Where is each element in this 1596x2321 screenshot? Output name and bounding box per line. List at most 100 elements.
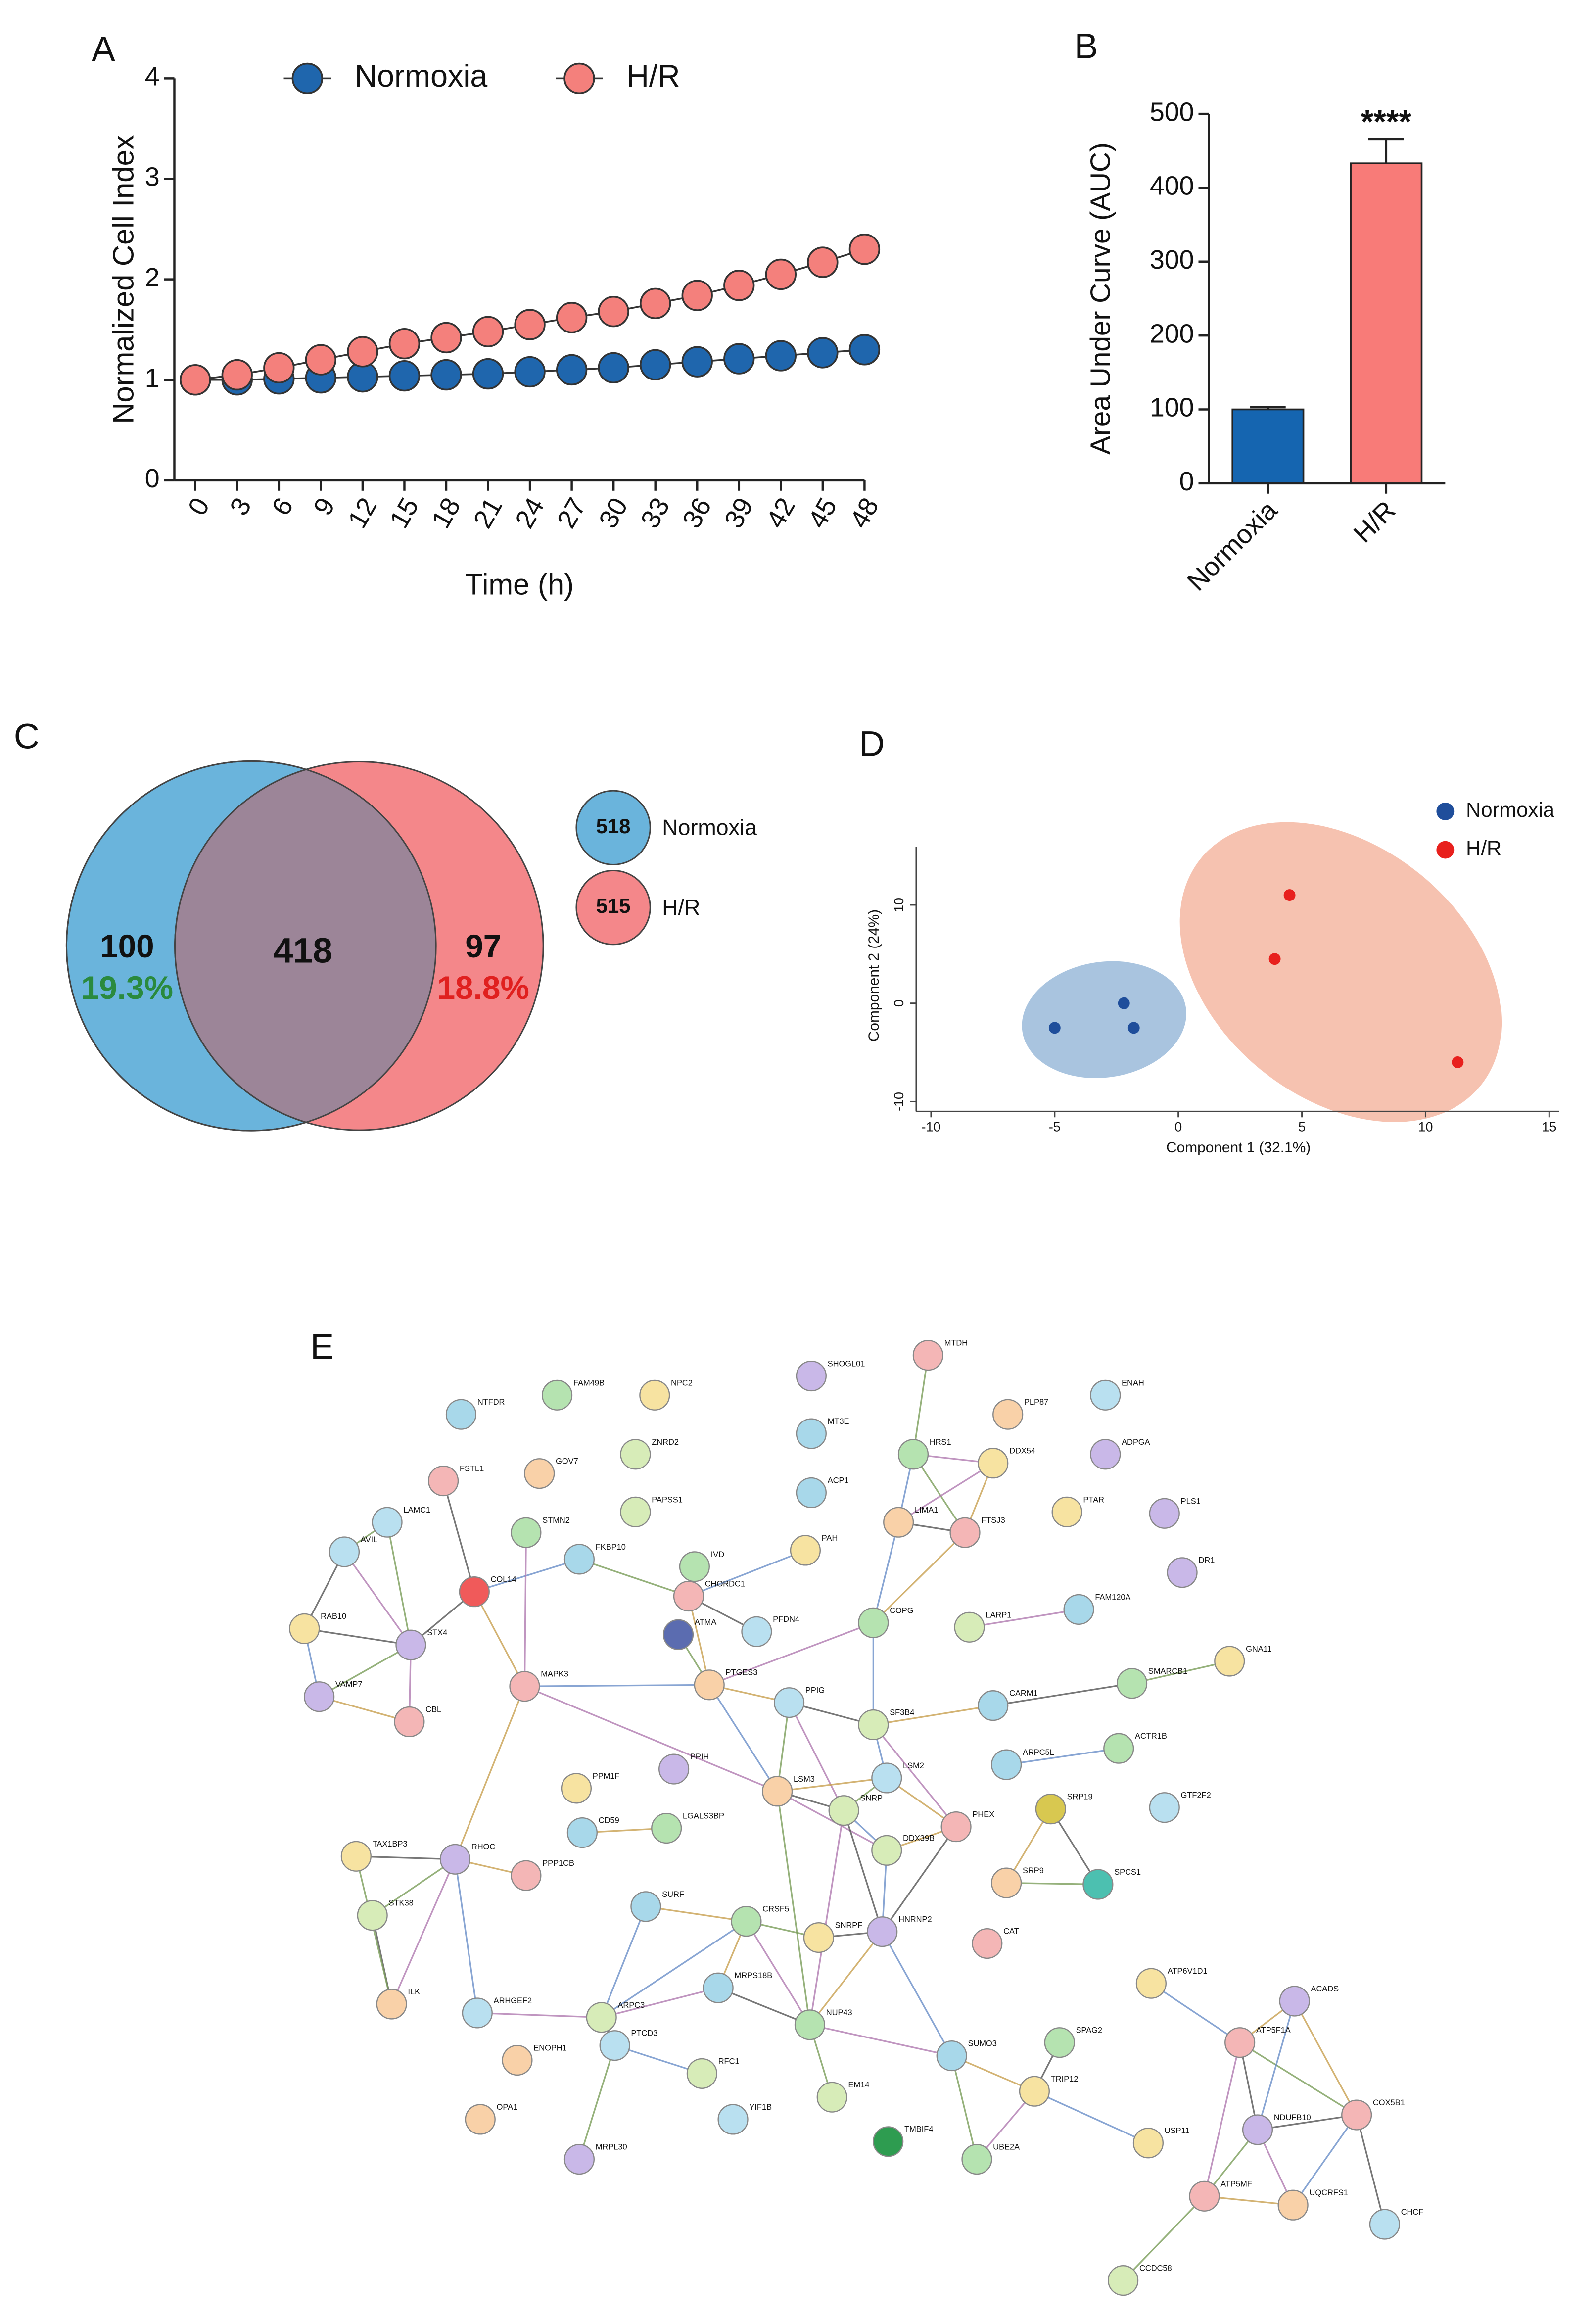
panel-label: E xyxy=(310,1327,334,1367)
legend-marker xyxy=(1436,803,1455,820)
x-tick-label: 0 xyxy=(1174,1119,1182,1134)
y-axis-label: Area Under Curve (AUC) xyxy=(1085,142,1116,455)
bar xyxy=(1231,408,1305,484)
network-edge xyxy=(1122,2195,1205,2281)
node-label: CD59 xyxy=(599,1816,619,1825)
network-edge xyxy=(898,1462,994,1523)
legend-marker xyxy=(1436,841,1455,859)
data-point xyxy=(556,302,588,333)
x-tick-label: 15 xyxy=(384,493,424,533)
network-edge xyxy=(454,1686,525,1860)
node-label: NUP43 xyxy=(826,2008,852,2017)
data-point xyxy=(514,356,546,388)
venn-overlap-count: 418 xyxy=(274,931,333,971)
network-node xyxy=(972,1928,1003,1959)
node-label: GTF2F2 xyxy=(1181,1791,1211,1800)
network-node xyxy=(1149,1498,1180,1529)
network-node xyxy=(509,1671,540,1702)
node-label: ATMA xyxy=(695,1618,716,1627)
node-label: VAMP7 xyxy=(335,1680,362,1689)
network-node xyxy=(289,1613,320,1644)
node-label: PPIG xyxy=(805,1686,825,1695)
x-tick-label: 12 xyxy=(342,493,383,533)
legend-circle xyxy=(575,869,651,946)
network-edge xyxy=(601,1987,719,2018)
network-edge xyxy=(709,1622,874,1686)
network-node xyxy=(357,1900,388,1931)
network-node xyxy=(563,1544,595,1575)
y-tick-label: 400 xyxy=(1150,171,1194,201)
network-edge xyxy=(524,1684,709,1687)
node-label: PTAR xyxy=(1083,1495,1104,1504)
node-label: CHCF xyxy=(1401,2208,1424,2217)
legend-marker xyxy=(291,62,323,95)
network-edge xyxy=(1131,1660,1230,1684)
network-node xyxy=(1117,1668,1148,1699)
network-node xyxy=(796,1418,827,1449)
network-node xyxy=(304,1681,335,1712)
network-node xyxy=(794,2009,825,2040)
network-node xyxy=(1044,2027,1075,2058)
node-label: ATP5F1A xyxy=(1256,2026,1291,2035)
node-label: LARP1 xyxy=(986,1610,1011,1619)
network-edge xyxy=(304,1628,411,1646)
network-node xyxy=(828,1795,859,1826)
node-label: FKBP10 xyxy=(596,1543,626,1552)
network-edge xyxy=(912,1454,966,1533)
network-edge xyxy=(386,1522,412,1645)
network-edge xyxy=(777,1777,887,1792)
y-tick-label: 0 xyxy=(145,464,160,493)
x-tick-label: 42 xyxy=(760,493,801,533)
x-tick-label: 18 xyxy=(426,493,467,533)
data-point xyxy=(472,316,504,347)
node-label: SRP19 xyxy=(1067,1793,1093,1801)
network-node xyxy=(940,1811,972,1843)
network-node xyxy=(376,1989,407,2020)
node-label: GNA11 xyxy=(1246,1645,1272,1654)
network-edge xyxy=(454,1859,478,2013)
network-node xyxy=(867,1916,898,1947)
network-node xyxy=(428,1466,459,1497)
network-edge xyxy=(319,1644,412,1698)
x-tick-label: 3 xyxy=(224,493,257,521)
data-point xyxy=(1048,1022,1061,1034)
data-point xyxy=(640,287,671,320)
network-node xyxy=(462,1997,493,2029)
network-node xyxy=(1189,2180,1220,2212)
x-tick-label: -10 xyxy=(922,1119,941,1134)
legend-circle xyxy=(575,790,651,865)
network-node xyxy=(639,1379,670,1411)
network-node xyxy=(961,2144,992,2175)
network-node xyxy=(1167,1557,1198,1588)
network-node xyxy=(340,1841,372,1872)
network-edge xyxy=(708,1684,778,1792)
data-point xyxy=(681,280,713,311)
node-label: STK38 xyxy=(389,1899,414,1908)
network-node xyxy=(978,1690,1009,1721)
network-edge xyxy=(442,1480,475,1592)
legend-label: H/R xyxy=(627,59,680,94)
y-tick-label: 4 xyxy=(145,62,160,92)
network-node xyxy=(741,1616,772,1647)
y-tick-label: 0 xyxy=(1179,467,1194,496)
data-point xyxy=(472,358,504,390)
data-point xyxy=(1127,1022,1140,1034)
network-edge xyxy=(1150,1983,1241,2043)
panel-label: A xyxy=(92,30,115,69)
network-node xyxy=(1277,2189,1309,2221)
network-edge xyxy=(777,1790,888,1851)
network-edge xyxy=(1203,2042,1241,2197)
x-tick-label: H/R xyxy=(1348,495,1401,549)
node-label: USP11 xyxy=(1165,2127,1190,2135)
x-tick-label: 36 xyxy=(677,493,717,533)
network-edge xyxy=(951,2055,978,2160)
y-tick-label: 3 xyxy=(145,162,160,192)
network-node xyxy=(502,2044,533,2076)
y-tick-label: 500 xyxy=(1150,97,1194,127)
node-label: SHOGL01 xyxy=(828,1359,865,1368)
y-tick-label: 200 xyxy=(1150,319,1194,348)
x-tick-label: 33 xyxy=(635,493,675,533)
network-node xyxy=(703,1972,734,2003)
legend-label: H/R xyxy=(662,895,700,920)
node-label: SPAG2 xyxy=(1076,2026,1103,2035)
